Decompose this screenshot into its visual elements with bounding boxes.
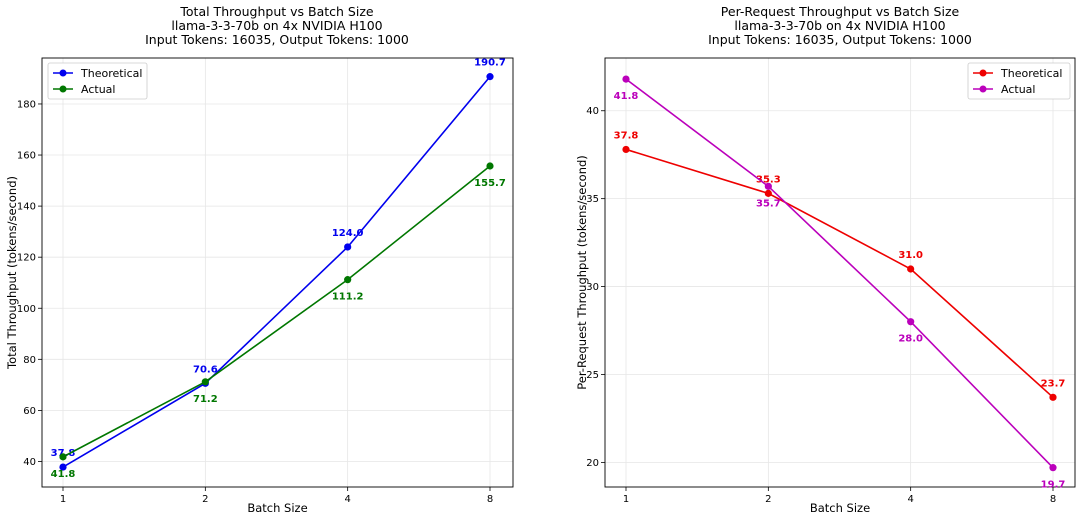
y-tick-label: 120 bbox=[17, 253, 36, 264]
y-tick-label: 20 bbox=[586, 458, 599, 469]
series-actual: 41.8 35.7 28.0 19.7 bbox=[614, 75, 1066, 491]
x-axis-label: Batch Size bbox=[810, 501, 870, 515]
y-tick-label: 140 bbox=[17, 202, 36, 213]
data-point bbox=[907, 318, 915, 326]
data-point bbox=[201, 378, 209, 386]
series-actual: 41.8 71.2 111.2 155.7 bbox=[51, 162, 506, 480]
y-tick-label: 35 bbox=[586, 194, 599, 205]
data-label: 37.8 bbox=[614, 130, 639, 141]
legend-label: Theoretical bbox=[80, 67, 142, 80]
chart-subtitle-tokens: Input Tokens: 16035, Output Tokens: 1000 bbox=[708, 32, 972, 47]
y-tick-label: 180 bbox=[17, 99, 36, 110]
grid bbox=[605, 58, 1075, 487]
x-tick-label: 4 bbox=[344, 494, 350, 505]
data-point bbox=[764, 189, 772, 197]
axis-ticks: 1 2 4 8 40 60 80 100 120 140 160 180 bbox=[17, 99, 493, 505]
axis-ticks: 1 2 4 8 20 25 30 35 40 bbox=[586, 106, 1056, 505]
y-tick-label: 160 bbox=[17, 151, 36, 162]
series-line bbox=[62, 165, 491, 458]
data-label: 70.6 bbox=[193, 364, 218, 375]
legend-swatch-marker bbox=[59, 69, 67, 77]
x-tick-label: 8 bbox=[487, 494, 493, 505]
data-label: 155.7 bbox=[474, 178, 506, 189]
data-label: 124.0 bbox=[332, 228, 364, 239]
chart-title: Per-Request Throughput vs Batch Size bbox=[721, 4, 960, 19]
series-line bbox=[625, 78, 1054, 469]
x-tick-label: 8 bbox=[1050, 494, 1056, 505]
legend-label: Theoretical bbox=[1000, 67, 1062, 80]
data-point bbox=[486, 162, 494, 170]
data-point bbox=[59, 453, 67, 461]
data-point bbox=[622, 145, 630, 154]
x-tick-label: 2 bbox=[202, 494, 208, 505]
legend-swatch-marker bbox=[59, 85, 67, 93]
y-tick-label: 80 bbox=[23, 355, 36, 366]
series-line bbox=[62, 76, 491, 468]
x-axis-label: Batch Size bbox=[247, 501, 307, 515]
series-line bbox=[625, 148, 1054, 398]
x-tick-label: 1 bbox=[623, 494, 629, 505]
data-label: 71.2 bbox=[193, 394, 218, 405]
legend-swatch-marker bbox=[979, 69, 987, 77]
chart-title-block: Per-Request Throughput vs Batch Sizellam… bbox=[708, 4, 972, 47]
y-tick-label: 60 bbox=[23, 406, 36, 417]
y-tick-label: 30 bbox=[586, 282, 599, 293]
legend-box bbox=[47, 62, 148, 100]
y-axis-label: Per-Request Throughput (tokens/second) bbox=[575, 155, 589, 390]
legend: Theoretical Actual bbox=[47, 62, 148, 100]
plot-area bbox=[604, 57, 1076, 488]
data-point bbox=[344, 243, 352, 251]
data-point bbox=[907, 265, 915, 273]
grid bbox=[42, 58, 513, 487]
legend-label: Actual bbox=[1001, 83, 1035, 96]
chart-panel-1: Total Throughput vs Batch Sizellama-3-3-… bbox=[5, 4, 514, 515]
data-label: 35.7 bbox=[756, 198, 781, 209]
x-tick-label: 1 bbox=[60, 494, 66, 505]
chart-title-block: Total Throughput vs Batch Sizellama-3-3-… bbox=[145, 4, 409, 47]
data-point bbox=[486, 73, 494, 81]
x-tick-label: 4 bbox=[907, 494, 913, 505]
data-label: 28.0 bbox=[898, 334, 923, 345]
chart-subtitle-tokens: Input Tokens: 16035, Output Tokens: 1000 bbox=[145, 32, 409, 47]
y-tick-label: 40 bbox=[586, 106, 599, 117]
data-label: 23.7 bbox=[1041, 378, 1066, 389]
chart-subtitle-model: llama-3-3-70b on 4x NVIDIA H100 bbox=[171, 18, 382, 33]
legend-label: Actual bbox=[81, 83, 115, 96]
legend-swatch-marker bbox=[979, 85, 987, 93]
x-tick-label: 2 bbox=[765, 494, 771, 505]
legend: Theoretical Actual bbox=[967, 62, 1071, 100]
chart-title: Total Throughput vs Batch Size bbox=[179, 4, 374, 19]
plot-area bbox=[41, 57, 514, 488]
y-tick-label: 40 bbox=[23, 457, 36, 468]
data-label: 41.8 bbox=[51, 469, 76, 480]
data-label: 41.8 bbox=[614, 91, 639, 102]
chart-subtitle-model: llama-3-3-70b on 4x NVIDIA H100 bbox=[734, 18, 945, 33]
data-point bbox=[1049, 393, 1057, 401]
data-point bbox=[59, 463, 67, 471]
series-theoretical: 37.8 35.3 31.0 23.7 bbox=[614, 130, 1066, 401]
legend-box bbox=[967, 62, 1071, 100]
y-axis-label: Total Throughput (tokens/second) bbox=[5, 176, 19, 370]
y-tick-label: 25 bbox=[586, 370, 599, 381]
data-label: 190.7 bbox=[474, 58, 506, 69]
data-label: 31.0 bbox=[898, 250, 923, 261]
data-point bbox=[1049, 464, 1057, 472]
data-label: 35.3 bbox=[756, 174, 781, 185]
data-label: 111.2 bbox=[332, 292, 364, 303]
data-label: 19.7 bbox=[1041, 480, 1066, 491]
chart-panel-2: Per-Request Throughput vs Batch Sizellam… bbox=[575, 4, 1076, 515]
data-point bbox=[344, 276, 352, 284]
data-point bbox=[622, 75, 630, 83]
y-tick-label: 100 bbox=[17, 304, 36, 315]
data-point bbox=[764, 182, 772, 190]
